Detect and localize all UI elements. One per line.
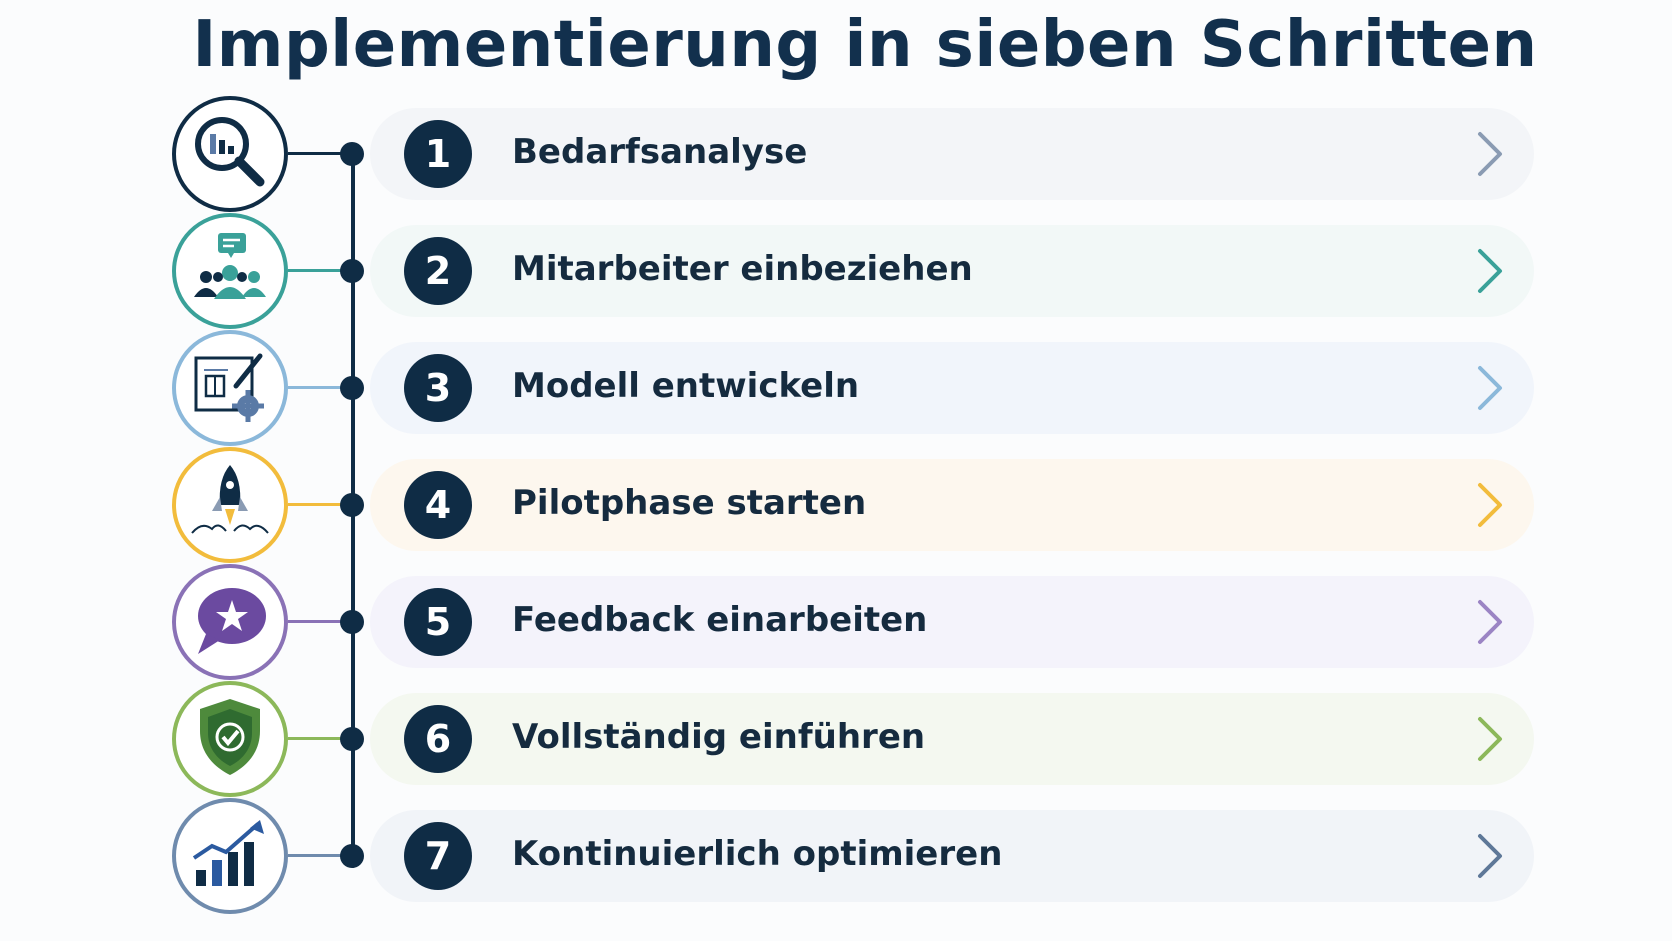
step-card[interactable] — [370, 810, 1534, 902]
growth-chart-icon — [188, 812, 272, 901]
step-connector — [288, 620, 354, 623]
timeline-node — [340, 610, 364, 634]
step-row[interactable]: 2 Mitarbeiter einbeziehen — [0, 213, 1672, 329]
step-card[interactable] — [370, 693, 1534, 785]
step-icon-badge — [172, 96, 288, 212]
step-card[interactable] — [370, 342, 1534, 434]
step-label: Kontinuierlich optimieren — [512, 834, 1003, 874]
step-connector — [288, 152, 354, 155]
step-connector — [288, 269, 354, 272]
step-card[interactable] — [370, 576, 1534, 668]
step-icon-badge — [172, 564, 288, 680]
team-chat-icon — [188, 227, 272, 316]
step-row[interactable]: 3 Modell entwickeln — [0, 330, 1672, 446]
page-title: Implementierung in sieben Schritten — [192, 8, 1538, 82]
blueprint-gear-icon — [188, 344, 272, 433]
star-speech-bubble-icon — [188, 578, 272, 667]
chevron-right-icon[interactable] — [1472, 596, 1508, 648]
step-label: Vollständig einführen — [512, 717, 926, 757]
chevron-right-icon[interactable] — [1472, 479, 1508, 531]
step-number: 1 — [404, 120, 472, 188]
step-icon-badge — [172, 798, 288, 914]
timeline-node — [340, 376, 364, 400]
step-number: 4 — [404, 471, 472, 539]
rocket-icon — [188, 461, 272, 550]
step-card[interactable] — [370, 459, 1534, 551]
step-row[interactable]: 5 Feedback einarbeiten — [0, 564, 1672, 680]
chevron-right-icon[interactable] — [1472, 362, 1508, 414]
step-icon-badge — [172, 213, 288, 329]
chevron-right-icon[interactable] — [1472, 713, 1508, 765]
step-connector — [288, 503, 354, 506]
timeline-node — [340, 844, 364, 868]
magnifier-chart-icon — [188, 110, 272, 199]
step-card[interactable] — [370, 108, 1534, 200]
step-row[interactable]: 7 Kontinuierlich optimieren — [0, 798, 1672, 914]
timeline-node — [340, 142, 364, 166]
step-label: Bedarfsanalyse — [512, 132, 808, 172]
chevron-right-icon[interactable] — [1472, 245, 1508, 297]
timeline-node — [340, 727, 364, 751]
step-label: Mitarbeiter einbeziehen — [512, 249, 973, 289]
step-number: 7 — [404, 822, 472, 890]
step-number: 2 — [404, 237, 472, 305]
step-icon-badge — [172, 681, 288, 797]
step-number: 5 — [404, 588, 472, 656]
timeline-node — [340, 259, 364, 283]
chevron-right-icon[interactable] — [1472, 128, 1508, 180]
step-label: Feedback einarbeiten — [512, 600, 928, 640]
step-label: Pilotphase starten — [512, 483, 867, 523]
step-card[interactable] — [370, 225, 1534, 317]
step-connector — [288, 386, 354, 389]
step-row[interactable]: 4 Pilotphase starten — [0, 447, 1672, 563]
step-connector — [288, 737, 354, 740]
timeline-node — [340, 493, 364, 517]
step-number: 3 — [404, 354, 472, 422]
chevron-right-icon[interactable] — [1472, 830, 1508, 882]
step-number: 6 — [404, 705, 472, 773]
step-icon-badge — [172, 330, 288, 446]
step-label: Modell entwickeln — [512, 366, 860, 406]
step-row[interactable]: 1 Bedarfsanalyse — [0, 96, 1672, 212]
step-icon-badge — [172, 447, 288, 563]
step-row[interactable]: 6 Vollständig einführen — [0, 681, 1672, 797]
step-connector — [288, 854, 354, 857]
shield-check-icon — [188, 695, 272, 784]
